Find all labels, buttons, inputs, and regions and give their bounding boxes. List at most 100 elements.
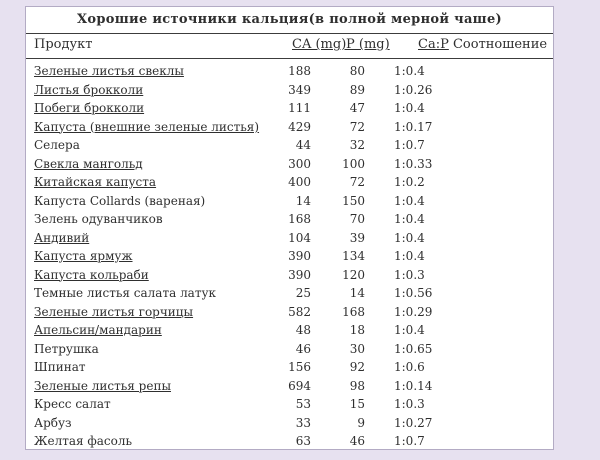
ca-value: 349 xyxy=(288,82,311,97)
ratio-value: 1:0.3 xyxy=(394,267,425,282)
ca-value: 14 xyxy=(295,193,311,208)
p-value: 120 xyxy=(342,267,365,282)
product-name: Зелень одуванчиков xyxy=(34,212,163,226)
table-row: Китайская капуста 400 72 1:0.2 xyxy=(26,173,553,192)
ratio-value: 1:0.7 xyxy=(394,434,425,448)
product-name[interactable]: Зеленые листья свеклы xyxy=(34,64,184,78)
ratio-value: 1:0.7 xyxy=(394,138,425,152)
ca-value: 582 xyxy=(288,304,311,319)
product-name: Капуста Collards (вареная) xyxy=(34,193,206,208)
table-row: Темные листья салата латук 25 14 1:0.56 xyxy=(26,284,553,303)
p-value: 72 xyxy=(349,175,365,189)
ratio-value: 1:0.4 xyxy=(394,212,425,226)
ratio-value: 1:0.17 xyxy=(394,119,433,134)
p-value: 46 xyxy=(349,434,365,448)
p-value: 39 xyxy=(349,230,365,245)
ratio-value: 1:0.4 xyxy=(394,230,425,245)
col-header-ratio-link: Ca:P xyxy=(418,37,449,52)
product-name: Темные листья салата латук xyxy=(34,286,217,300)
product-name[interactable]: Капуста (внешние зеленые листья) xyxy=(34,119,260,134)
ca-value: 694 xyxy=(288,378,311,393)
ratio-value: 1:0.33 xyxy=(394,156,433,171)
table-row: Листья брокколи 349 89 1:0.26 xyxy=(26,81,553,100)
p-value: 9 xyxy=(357,415,365,430)
col-header-product: Продукт xyxy=(34,37,93,52)
p-value: 150 xyxy=(342,193,365,208)
table-row: Арбуз 33 9 1:0.27 xyxy=(26,414,553,433)
product-name[interactable]: Капуста кольраби xyxy=(34,267,149,282)
ca-value: 25 xyxy=(295,286,311,300)
ca-value: 300 xyxy=(288,156,311,171)
p-value: 47 xyxy=(349,101,365,115)
ratio-value: 1:0.56 xyxy=(394,286,433,300)
product-name: Селера xyxy=(34,138,80,152)
col-header-ratio-label: Соотношение xyxy=(452,37,548,52)
product-name[interactable]: Капуста ярмуж xyxy=(34,249,133,263)
table-row: Зеленые листья репы 694 98 1:0.14 xyxy=(26,377,553,396)
table-row: Зеленые листья свеклы 188 80 1:0.4 xyxy=(26,62,553,81)
col-header-ratio: Ca:P Соотношение xyxy=(418,37,547,52)
product-name[interactable]: Зеленые листья репы xyxy=(34,378,171,393)
p-value: 168 xyxy=(342,304,365,319)
ca-value: 188 xyxy=(288,64,311,78)
table-row: Капуста Collards (вареная) 14 150 1:0.4 xyxy=(26,192,553,211)
product-name: Кресс салат xyxy=(34,397,111,411)
product-name[interactable]: Побеги брокколи xyxy=(34,101,145,115)
product-name[interactable]: Листья брокколи xyxy=(34,82,144,97)
ca-value: 33 xyxy=(295,415,311,430)
table-row: Кресс салат 53 15 1:0.3 xyxy=(26,395,553,414)
ratio-value: 1:0.6 xyxy=(394,360,425,374)
ratio-value: 1:0.29 xyxy=(394,304,433,319)
p-value: 92 xyxy=(349,360,365,374)
table-title: Хорошие источники кальция(в полной мерно… xyxy=(26,7,553,34)
p-value: 100 xyxy=(342,156,365,171)
p-value: 18 xyxy=(349,323,365,337)
p-value: 98 xyxy=(349,378,365,393)
ca-value: 390 xyxy=(288,267,311,282)
col-header-p: P (mg) xyxy=(346,37,390,52)
p-value: 72 xyxy=(349,119,365,134)
p-value: 30 xyxy=(349,341,365,356)
ca-value: 53 xyxy=(295,397,311,411)
p-value: 32 xyxy=(349,138,365,152)
table-row: Зеленые листья горчицы 582 168 1:0.29 xyxy=(26,303,553,322)
ca-value: 168 xyxy=(288,212,311,226)
ratio-value: 1:0.65 xyxy=(394,341,433,356)
ratio-value: 1:0.27 xyxy=(394,415,433,430)
table-row: Капуста кольраби 390 120 1:0.3 xyxy=(26,266,553,285)
table-row: Капуста (внешние зеленые листья) 429 72 1:0… xyxy=(26,118,553,137)
table-row: Петрушка 46 30 1:0.65 xyxy=(26,340,553,359)
calcium-table-card: Хорошие источники кальция(в полной мерно… xyxy=(25,6,554,450)
product-name[interactable]: Андивий xyxy=(34,230,90,245)
product-name[interactable]: Китайская капуста xyxy=(34,175,157,189)
product-name: Шпинат xyxy=(34,360,86,374)
table-row: Побеги брокколи 111 47 1:0.4 xyxy=(26,99,553,118)
table-row: Капуста ярмуж 390 134 1:0.4 xyxy=(26,247,553,266)
p-value: 134 xyxy=(342,249,365,263)
ratio-value: 1:0.4 xyxy=(394,193,425,208)
table-row: Андивий 104 39 1:0.4 xyxy=(26,229,553,248)
p-value: 80 xyxy=(349,64,365,78)
ca-value: 400 xyxy=(288,175,311,189)
p-value: 70 xyxy=(349,212,365,226)
ratio-value: 1:0.26 xyxy=(394,82,433,97)
ca-value: 156 xyxy=(288,360,311,374)
ratio-value: 1:0.4 xyxy=(394,249,425,263)
product-name: Арбуз xyxy=(34,415,72,430)
ca-value: 48 xyxy=(295,323,311,337)
table-row: Селера 44 32 1:0.7 xyxy=(26,136,553,155)
ca-value: 44 xyxy=(295,138,311,152)
product-name[interactable]: Свекла мангольд xyxy=(34,156,143,171)
ca-value: 390 xyxy=(288,249,311,263)
ratio-value: 1:0.4 xyxy=(394,323,425,337)
ca-value: 429 xyxy=(288,119,311,134)
product-name[interactable]: Апельсин/мандарин xyxy=(34,323,162,337)
product-name[interactable]: Зеленые листья горчицы xyxy=(34,304,194,319)
product-name: Петрушка xyxy=(34,341,99,356)
table-body: Зеленые листья свеклы 188 80 1:0.4 Листья бр… xyxy=(26,59,553,451)
ratio-value: 1:0.4 xyxy=(394,64,425,78)
product-name: Желтая фасоль xyxy=(34,434,133,448)
p-value: 14 xyxy=(349,286,365,300)
ca-value: 111 xyxy=(288,101,311,115)
ca-value: 46 xyxy=(295,341,311,356)
